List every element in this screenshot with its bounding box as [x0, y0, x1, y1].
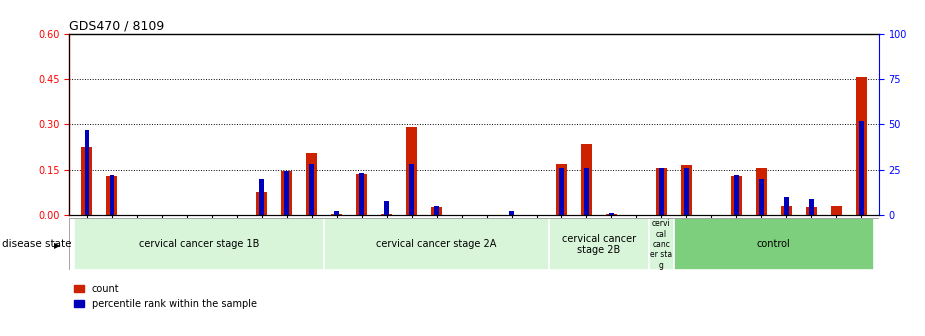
Bar [81, 147, 92, 215]
Bar [109, 175, 114, 215]
Bar [335, 211, 339, 215]
Text: GDS470 / 8109: GDS470 / 8109 [69, 19, 165, 33]
Bar [74, 218, 324, 270]
Bar [681, 165, 692, 215]
Bar [306, 153, 317, 215]
Text: control: control [757, 240, 791, 249]
Bar [310, 164, 314, 215]
Bar [356, 174, 367, 215]
Bar [684, 168, 688, 215]
Bar [674, 218, 874, 270]
Bar [324, 218, 549, 270]
Bar [731, 176, 742, 215]
Bar [610, 213, 613, 215]
Bar [556, 164, 567, 215]
Bar [285, 171, 289, 215]
Bar [406, 127, 417, 215]
Legend: count, percentile rank within the sample: count, percentile rank within the sample [74, 284, 257, 308]
Text: ▶: ▶ [54, 242, 60, 250]
Bar [856, 77, 867, 215]
Bar [510, 211, 513, 215]
Text: cervical cancer stage 1B: cervical cancer stage 1B [139, 240, 259, 249]
Bar [549, 218, 649, 270]
Bar [84, 130, 89, 215]
Bar [585, 168, 588, 215]
Bar [831, 206, 842, 215]
Bar [260, 179, 264, 215]
Bar [656, 168, 667, 215]
Bar [385, 201, 388, 215]
Bar [756, 168, 767, 215]
Bar [660, 168, 663, 215]
Bar [281, 171, 292, 215]
Bar [581, 144, 592, 215]
Text: cervical cancer stage 2A: cervical cancer stage 2A [376, 240, 497, 249]
Bar [106, 176, 117, 215]
Bar [649, 218, 674, 270]
Bar [806, 208, 817, 215]
Bar [381, 214, 392, 215]
Bar [410, 164, 413, 215]
Bar [331, 214, 342, 215]
Bar [781, 206, 792, 215]
Text: cervical cancer
stage 2B: cervical cancer stage 2B [561, 234, 636, 255]
Bar [759, 179, 764, 215]
Bar [859, 121, 864, 215]
Bar [360, 173, 364, 215]
Bar [606, 214, 617, 215]
Bar [256, 192, 267, 215]
Bar [560, 168, 563, 215]
Bar [435, 206, 438, 215]
Text: disease state: disease state [2, 239, 71, 249]
Bar [734, 175, 738, 215]
Bar [431, 208, 442, 215]
Text: cervi
cal
canc
er sta
g: cervi cal canc er sta g [650, 219, 672, 270]
Bar [809, 199, 814, 215]
Bar [784, 197, 789, 215]
